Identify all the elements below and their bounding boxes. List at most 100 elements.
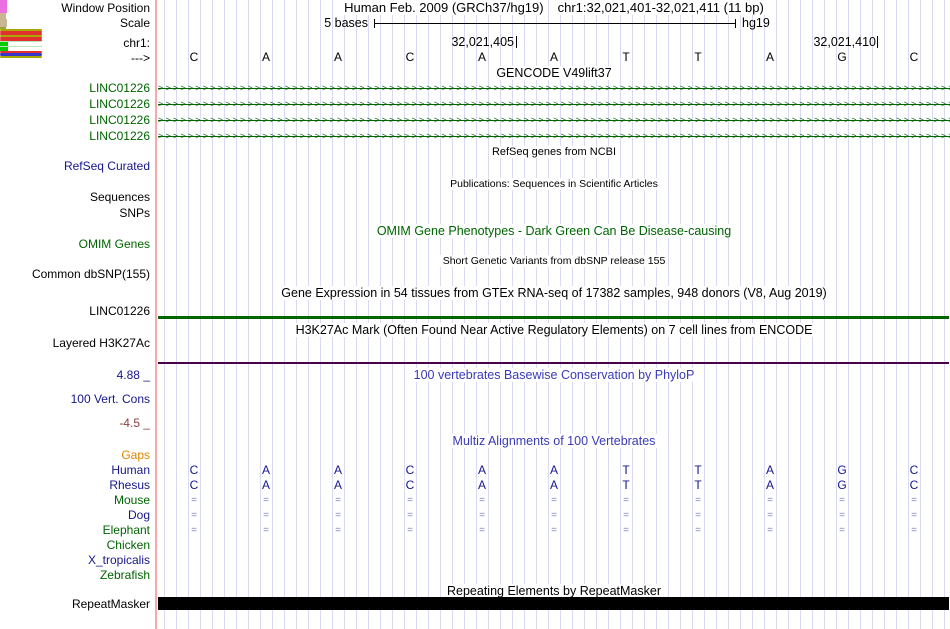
alignment-cell: =: [191, 525, 197, 536]
alignment-cell: =: [335, 495, 341, 506]
refseq-title-row: RefSeq genes from NCBI: [158, 146, 950, 159]
h3k27ac-label[interactable]: Layered H3K27Ac: [52, 336, 150, 350]
phylop-mark: [0, 46, 42, 47]
alignment-cell: C: [909, 478, 919, 492]
gencode-track-title[interactable]: GENCODE V49lift37: [493, 66, 615, 80]
alignment-cell: =: [407, 510, 413, 521]
phylop-mark: [0, 33, 42, 35]
phylop-mark: [0, 56, 42, 58]
alignment-cell: =: [263, 525, 269, 536]
strand-arrows: >>>>>>>>>>>>>>>>>>>>>>>>>>>>>>>>>>>>>>>>…: [158, 131, 950, 141]
refseq-track-title[interactable]: RefSeq genes from NCBI: [488, 146, 620, 158]
transcript-row[interactable]: >>>>>>>>>>>>>>>>>>>>>>>>>>>>>>>>>>>>>>>>…: [158, 98, 950, 111]
dbsnp-label[interactable]: Common dbSNP(155): [31, 267, 150, 281]
gtex-track-title[interactable]: Gene Expression in 54 tissues from GTEx …: [278, 286, 830, 300]
species-label-gaps[interactable]: Gaps: [121, 448, 150, 462]
phylop-track-label[interactable]: 100 Vert. Cons: [70, 392, 150, 406]
window-position-label: Window Position: [61, 1, 150, 15]
alignment-cell: A: [333, 478, 342, 492]
transcript-label[interactable]: LINC01226: [89, 97, 150, 111]
repeatmasker-label[interactable]: RepeatMasker: [71, 597, 150, 611]
chromosome-label: chr1:: [123, 36, 150, 50]
alignment-cell: =: [479, 525, 485, 536]
alignment-cell: C: [405, 478, 415, 492]
alignment-cell: A: [477, 478, 486, 492]
species-label-mouse[interactable]: Mouse: [113, 493, 150, 507]
sequences-label[interactable]: Sequences: [89, 190, 150, 204]
alignment-cell: =: [695, 495, 701, 506]
species-label-zebrafish[interactable]: Zebrafish: [99, 568, 150, 582]
strand-arrows: >>>>>>>>>>>>>>>>>>>>>>>>>>>>>>>>>>>>>>>>…: [158, 99, 950, 109]
repeatmasker-track-title[interactable]: Repeating Elements by RepeatMasker: [443, 584, 664, 598]
alignment-cell: T: [694, 478, 702, 492]
sequence-base: C: [909, 50, 919, 64]
phylop-mark: [0, 29, 42, 31]
sequence-base: A: [765, 50, 774, 64]
phylop-title-row: 100 vertebrates Basewise Conservation by…: [158, 368, 950, 382]
gtex-title-row: Gene Expression in 54 tissues from GTEx …: [158, 286, 950, 300]
omim-genes-label[interactable]: OMIM Genes: [78, 237, 150, 251]
gtex-expression-bars: [0, 0, 950, 29]
transcript-row[interactable]: >>>>>>>>>>>>>>>>>>>>>>>>>>>>>>>>>>>>>>>>…: [158, 130, 950, 143]
alignment-cell: =: [551, 510, 557, 521]
alignment-cell: A: [261, 463, 270, 477]
transcript-label[interactable]: LINC01226: [89, 81, 150, 95]
refseq-curated-label[interactable]: RefSeq Curated: [63, 159, 150, 173]
species-label-human[interactable]: Human: [111, 463, 150, 477]
species-label-elephant[interactable]: Elephant: [102, 523, 150, 537]
alignment-cell: A: [765, 463, 774, 477]
phylop-track-title[interactable]: 100 vertebrates Basewise Conservation by…: [410, 368, 698, 382]
alignment-cell: C: [405, 463, 415, 477]
alignment-cell: =: [911, 525, 917, 536]
strand-direction-label: --->: [131, 51, 150, 65]
alignment-cell: =: [551, 495, 557, 506]
gtex-bar: [0, 13, 6, 19]
alignment-cell: =: [623, 525, 629, 536]
alignment-cell: =: [263, 510, 269, 521]
gtex-bar: [0, 27, 6, 29]
strand-arrows: >>>>>>>>>>>>>>>>>>>>>>>>>>>>>>>>>>>>>>>>…: [158, 83, 950, 93]
h3k27ac-track-title[interactable]: H3K27Ac Mark (Often Found Near Active Re…: [292, 323, 816, 337]
species-label-chicken[interactable]: Chicken: [106, 538, 150, 552]
transcript-label[interactable]: LINC01226: [89, 113, 150, 127]
scale-value: 5 bases: [324, 16, 368, 30]
transcript-row[interactable]: >>>>>>>>>>>>>>>>>>>>>>>>>>>>>>>>>>>>>>>>…: [158, 82, 950, 95]
omim-track-title[interactable]: OMIM Gene Phenotypes - Dark Green Can Be…: [373, 224, 735, 238]
alignment-cell: =: [767, 525, 773, 536]
publications-track-title[interactable]: Publications: Sequences in Scientific Ar…: [447, 178, 661, 190]
phylop-mark: [0, 31, 42, 33]
phylop-mark-peak: [0, 42, 8, 46]
species-label-x_tropicalis[interactable]: X_tropicalis: [87, 553, 150, 567]
gtex-bar: [0, 19, 7, 27]
transcript-label[interactable]: LINC01226: [89, 129, 150, 143]
alignment-cell: =: [335, 510, 341, 521]
species-label-rhesus[interactable]: Rhesus: [109, 478, 150, 492]
alignment-cell: =: [479, 510, 485, 521]
multiz-track-title[interactable]: Multiz Alignments of 100 Vertebrates: [449, 434, 659, 448]
gtex-gene-model[interactable]: [158, 316, 949, 319]
snps-label[interactable]: SNPs: [119, 206, 150, 220]
transcript-row[interactable]: >>>>>>>>>>>>>>>>>>>>>>>>>>>>>>>>>>>>>>>>…: [158, 114, 950, 127]
sequence-base: A: [549, 50, 558, 64]
coordinate-tick-label: 32,021,405: [451, 35, 514, 49]
alignment-cell: A: [261, 478, 270, 492]
alignment-cell: T: [622, 478, 630, 492]
view-position: chr1:32,021,401-32,021,411 (11 bp): [554, 0, 767, 15]
sequence-base: G: [837, 50, 847, 64]
alignment-cell: T: [694, 463, 702, 477]
sequence-base: T: [694, 50, 702, 64]
alignment-cell: A: [549, 478, 558, 492]
alignment-cell: =: [695, 510, 701, 521]
dbsnp-track-title[interactable]: Short Genetic Variants from dbSNP releas…: [439, 255, 669, 267]
phylop-mark: [0, 37, 42, 39]
alignment-cell: C: [909, 463, 919, 477]
alignment-cell: =: [551, 525, 557, 536]
multiz-title-row: Multiz Alignments of 100 Vertebrates: [158, 434, 950, 448]
repeat-element-bar[interactable]: [158, 597, 949, 610]
alignment-cell: =: [695, 525, 701, 536]
alignment-cell: A: [765, 478, 774, 492]
gtex-gene-label[interactable]: LINC01226: [89, 304, 150, 318]
species-label-dog[interactable]: Dog: [127, 508, 150, 522]
sequence-base: A: [261, 50, 270, 64]
